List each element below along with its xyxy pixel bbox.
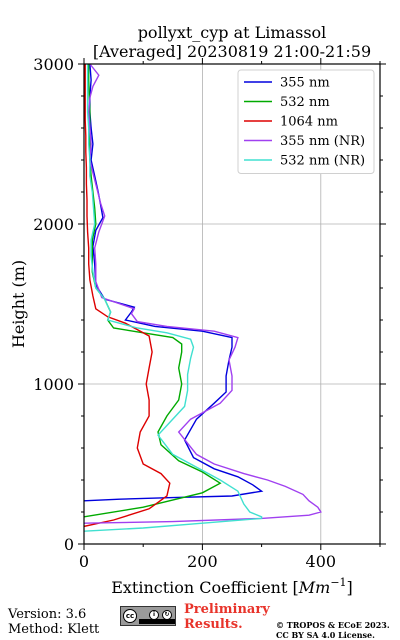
legend-label: 532 nm (NR) xyxy=(280,154,365,169)
copyright-notice: © TROPOS & ECoE 2023. CC BY SA 4.0 Licen… xyxy=(276,620,390,640)
series-layer xyxy=(84,64,322,532)
x-tick-label: 0 xyxy=(79,552,89,571)
x-axis-label-close: ] xyxy=(347,578,353,597)
x-axis-label-exponent: −1 xyxy=(330,576,346,589)
legend-label: 355 nm (NR) xyxy=(280,134,365,149)
x-axis-label: Extinction Coefficient [Mm−1] xyxy=(111,576,353,597)
copyright-line-2: CC BY SA 4.0 License. xyxy=(276,630,375,640)
y-axis-label: Height (m) xyxy=(9,260,28,348)
legend-label: 532 nm xyxy=(280,95,330,110)
series-line-1064-nm xyxy=(84,64,171,528)
preliminary-results-label: Preliminary Results. xyxy=(184,602,270,632)
cc-license-badge: cc i ↻ xyxy=(120,606,176,626)
legend: 355 nm 532 nm 1064 nm 355 nm (NR) 532 nm (NR… xyxy=(237,69,375,174)
preliminary-line-2: Results. xyxy=(184,617,243,632)
x-axis-label-text: Extinction Coefficient [ xyxy=(111,578,299,597)
y-tick-label: 0 xyxy=(64,535,74,554)
chart-subtitle: [Averaged] 20230819 21:00-21:59 xyxy=(93,42,371,61)
series-line-532-nm-nr xyxy=(84,64,263,532)
y-tick-label: 3000 xyxy=(33,55,74,74)
chart-title: pollyxt_cyp at Limassol xyxy=(138,23,327,42)
version-label: Version: 3.6 xyxy=(8,607,87,622)
legend-box xyxy=(237,69,375,174)
cc-strip xyxy=(139,619,175,624)
method-label: Method: Klett xyxy=(8,622,100,637)
series-line-355-nm xyxy=(84,64,264,502)
copyright-line-1: © TROPOS & ECoE 2023. xyxy=(276,620,390,630)
y-tick-label: 2000 xyxy=(33,215,74,234)
plot-frame xyxy=(83,63,381,545)
extinction-chart: pollyxt_cyp at Limassol [Averaged] 20230… xyxy=(9,23,386,597)
series-line-532-nm xyxy=(84,64,222,518)
legend-label: 355 nm xyxy=(280,76,330,91)
legend-label: 1064 nm xyxy=(280,115,338,130)
x-axis-label-unit: Mm xyxy=(298,578,331,597)
x-tick-label: 200 xyxy=(187,552,218,571)
cc-icon: cc xyxy=(123,609,137,623)
y-tick-label: 1000 xyxy=(33,375,74,394)
x-tick-label: 400 xyxy=(306,552,337,571)
axis-ticks: 0 200 400 0 1000 2000 3000 xyxy=(33,55,386,571)
preliminary-line-1: Preliminary xyxy=(184,602,270,617)
